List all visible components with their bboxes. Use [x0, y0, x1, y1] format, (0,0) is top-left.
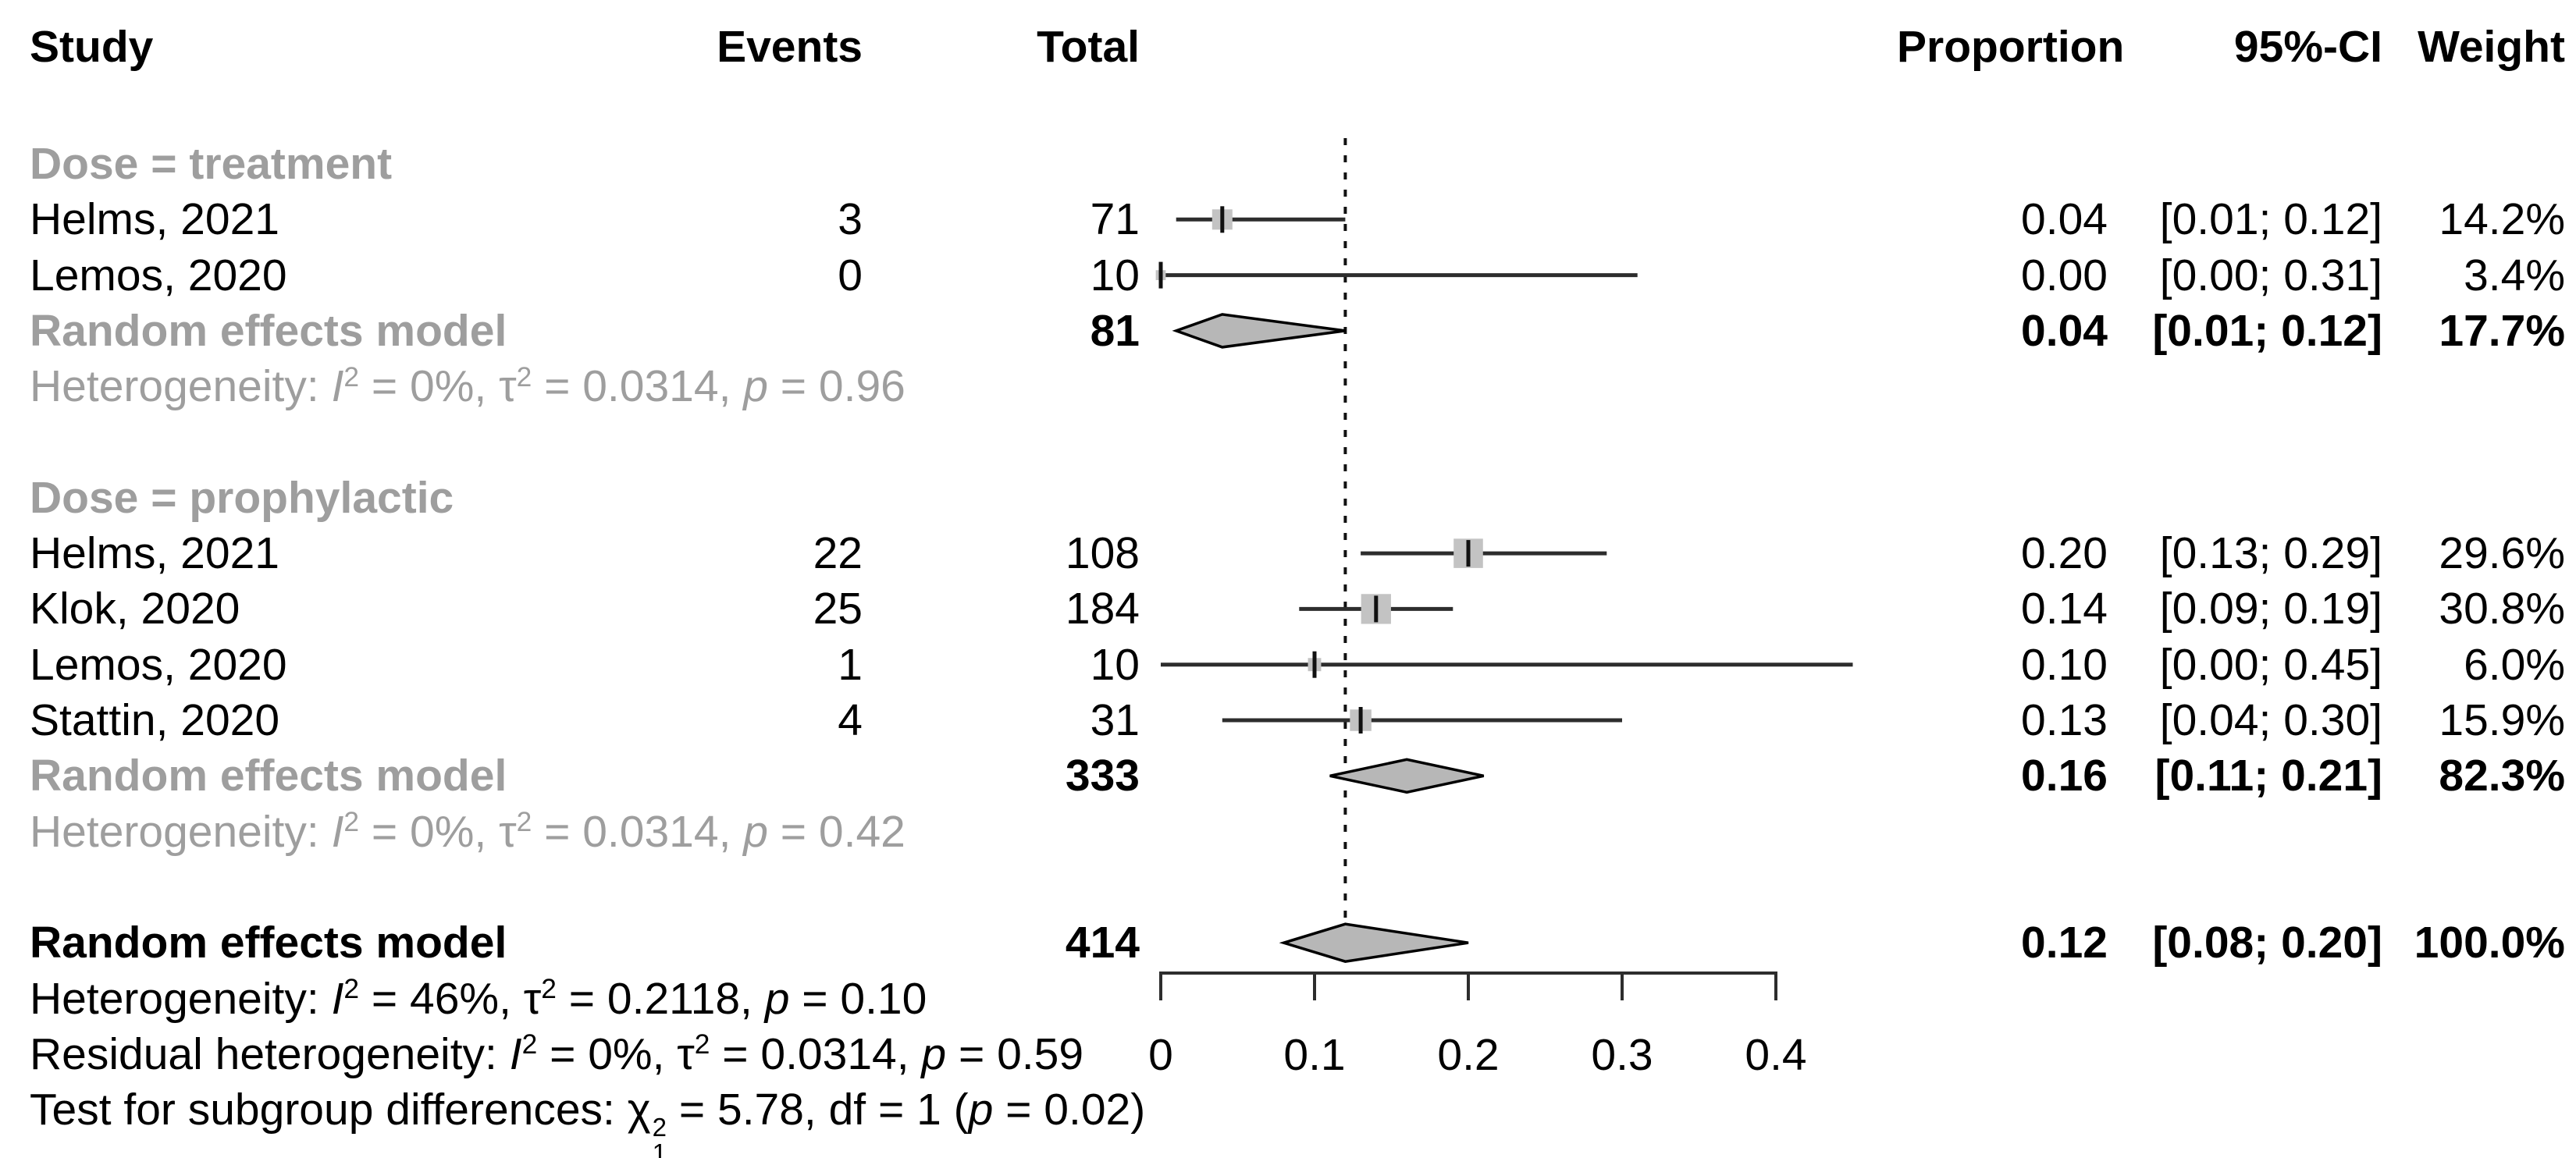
weight-value: 17.7%: [2439, 305, 2565, 356]
summary-row: Random effects model 333 0.16 [0.11; 0.21] 8…: [0, 748, 2576, 804]
study-label: Helms, 2021: [30, 194, 279, 245]
point-estimate-tick: [1312, 651, 1317, 678]
ci-value: [0.11; 0.21]: [2154, 751, 2382, 801]
summary-diamond: [1279, 922, 1469, 963]
study-label: Klok, 2020: [30, 584, 240, 634]
point-estimate-tick: [1374, 595, 1379, 623]
weight-value: 82.3%: [2439, 751, 2565, 801]
stat-row: Residual heterogeneity: I2 = 0%, τ2 = 0.…: [0, 1026, 2576, 1082]
events-value: 22: [813, 528, 863, 579]
point-estimate-tick: [1158, 261, 1163, 289]
summary-row: Random effects model 81 0.04 [0.01; 0.12] 17…: [0, 303, 2576, 359]
total-value: 414: [1065, 918, 1140, 968]
proportion-value: 0.04: [2021, 194, 2108, 245]
group-row: Dose = prophylactic: [0, 470, 2576, 526]
study-row: Stattin, 2020 4 31 0.13 [0.04; 0.30] 15.9%: [0, 692, 2576, 748]
column-header-proportion: Proportion: [1897, 22, 2125, 72]
events-value: 1: [838, 639, 863, 690]
proportion-value: 0.16: [2021, 751, 2108, 801]
x-axis-tick-label: 0.4: [1745, 1030, 1806, 1080]
study-label: Dose = prophylactic: [30, 472, 454, 523]
x-axis-tick-label: 0.2: [1437, 1030, 1499, 1080]
study-label: Lemos, 2020: [30, 639, 287, 690]
weight-value: 15.9%: [2439, 695, 2565, 745]
summary-diamond: [1172, 313, 1346, 349]
heterogeneity-text: Heterogeneity: I2 = 0%, τ2 = 0.0314, p =…: [30, 806, 906, 857]
weight-value: 30.8%: [2439, 584, 2565, 634]
summary-diamond: [1329, 758, 1485, 794]
proportion-value: 0.00: [2021, 250, 2108, 300]
proportion-value: 0.12: [2021, 918, 2108, 968]
study-row: Lemos, 2020 1 10 0.10 [0.00; 0.45] 6.0%: [0, 637, 2576, 693]
ci-value: [0.00; 0.31]: [2159, 250, 2382, 300]
column-header-study: Study: [30, 22, 154, 72]
weight-value: 6.0%: [2464, 639, 2565, 690]
total-value: 31: [1090, 695, 1140, 745]
total-value: 10: [1090, 250, 1140, 300]
events-value: 4: [838, 695, 863, 745]
study-row: Klok, 2020 25 184 0.14 [0.09; 0.19] 30.8%: [0, 581, 2576, 637]
total-value: 10: [1090, 639, 1140, 690]
proportion-value: 0.10: [2021, 639, 2108, 690]
stat-row: Heterogeneity: I2 = 0%, τ2 = 0.0314, p =…: [0, 358, 2576, 414]
heterogeneity-text: Heterogeneity: I2 = 46%, τ2 = 0.2118, p …: [30, 973, 927, 1024]
events-value: 25: [813, 584, 863, 634]
study-label: Stattin, 2020: [30, 695, 280, 745]
proportion-value: 0.04: [2021, 305, 2108, 356]
total-value: 184: [1065, 584, 1140, 634]
ci-value: [0.08; 0.20]: [2152, 918, 2382, 968]
study-row: Helms, 2021 3 71 0.04 [0.01; 0.12] 14.2%: [0, 191, 2576, 247]
weight-value: 100.0%: [2414, 918, 2565, 968]
study-row: Helms, 2021 22 108 0.20 [0.13; 0.29] 29.6%: [0, 525, 2576, 581]
summary-row: Random effects model 414 0.12 [0.08; 0.20] 1…: [0, 915, 2576, 971]
ci-value: [0.09; 0.19]: [2159, 584, 2382, 634]
total-value: 71: [1090, 194, 1140, 245]
events-value: 0: [838, 250, 863, 300]
study-label: Random effects model: [30, 305, 507, 356]
weight-value: 29.6%: [2439, 528, 2565, 579]
ci-value: [0.01; 0.12]: [2159, 194, 2382, 245]
column-header-weight: Weight: [2418, 22, 2565, 72]
stat-row: Heterogeneity: I2 = 0%, τ2 = 0.0314, p =…: [0, 804, 2576, 860]
column-header-events: Events: [717, 22, 863, 72]
study-label: Dose = treatment: [30, 139, 393, 189]
heterogeneity-text: Heterogeneity: I2 = 0%, τ2 = 0.0314, p =…: [30, 361, 906, 412]
study-label: Lemos, 2020: [30, 250, 287, 300]
study-row: Lemos, 2020 0 10 0.00 [0.00; 0.31] 3.4%: [0, 247, 2576, 304]
ci-value: [0.01; 0.12]: [2152, 305, 2382, 356]
point-estimate-tick: [1358, 707, 1363, 734]
proportion-value: 0.14: [2021, 584, 2108, 634]
group-row: Dose = treatment: [0, 136, 2576, 192]
total-value: 333: [1065, 751, 1140, 801]
study-label: Random effects model: [30, 751, 507, 801]
weight-value: 3.4%: [2464, 250, 2565, 300]
x-axis-tick-label: 0.1: [1283, 1030, 1345, 1080]
proportion-value: 0.13: [2021, 695, 2108, 745]
ci-value: [0.13; 0.29]: [2159, 528, 2382, 579]
study-label: Random effects model: [30, 918, 507, 968]
study-label: Helms, 2021: [30, 528, 279, 579]
x-axis-tick-label: 0: [1148, 1030, 1173, 1080]
heterogeneity-text: Residual heterogeneity: I2 = 0%, τ2 = 0.…: [30, 1028, 1084, 1079]
point-estimate-tick: [1220, 206, 1225, 233]
proportion-value: 0.20: [2021, 528, 2108, 579]
total-value: 108: [1065, 528, 1140, 579]
events-value: 3: [838, 194, 863, 245]
stat-row: Heterogeneity: I2 = 46%, τ2 = 0.2118, p …: [0, 971, 2576, 1027]
point-estimate-tick: [1466, 540, 1471, 567]
total-value: 81: [1090, 305, 1140, 356]
ci-value: [0.00; 0.45]: [2159, 639, 2382, 690]
column-header-ci: 95%-CI: [2233, 22, 2382, 72]
ci-value: [0.04; 0.30]: [2159, 695, 2382, 745]
column-header-total: Total: [1037, 22, 1140, 72]
weight-value: 14.2%: [2439, 194, 2565, 245]
x-axis-tick-label: 0.3: [1591, 1030, 1653, 1080]
